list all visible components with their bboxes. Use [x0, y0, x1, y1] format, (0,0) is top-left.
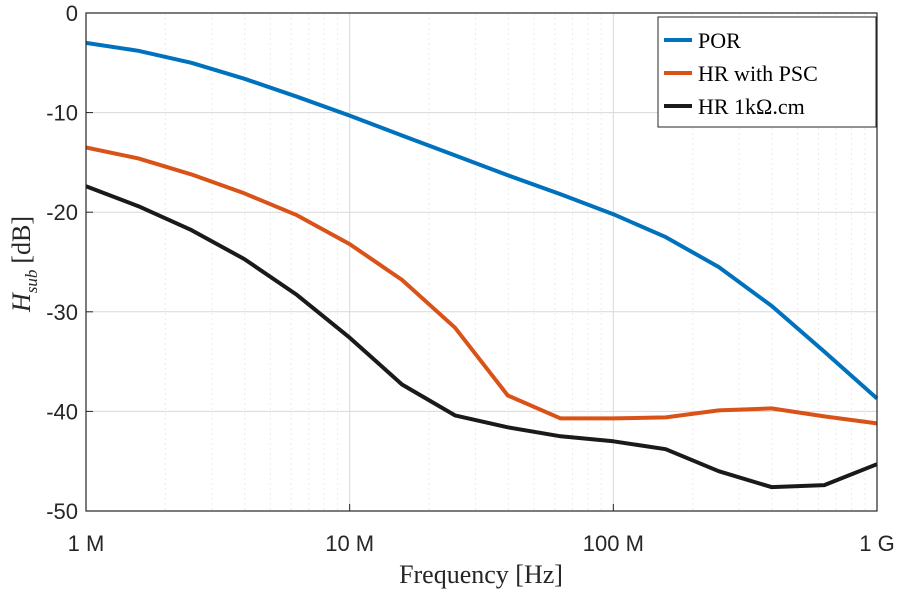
x-tick-label: 1 M — [68, 531, 105, 556]
x-tick-label: 100 M — [583, 531, 644, 556]
y-axis-label: Hsub [dB] — [7, 216, 41, 313]
y-tick-label: -30 — [46, 300, 78, 325]
y-tick-label: -10 — [46, 101, 78, 126]
x-tick-labels: 1 M 10 M 100 M 1 G — [68, 504, 895, 556]
y-tick-label: -40 — [46, 399, 78, 424]
y-axis-label-unit: [dB] — [7, 216, 36, 264]
major-grid — [86, 13, 877, 511]
legend-label-por: POR — [698, 28, 741, 53]
legend-label-hr-with-psc: HR with PSC — [698, 61, 818, 86]
x-tick-label: 1 G — [859, 531, 894, 556]
series-line-0 — [85, 40, 879, 400]
legend: POR HR with PSC HR 1kΩ.cm — [657, 16, 877, 128]
legend-box — [657, 16, 877, 128]
x-tick-label: 10 M — [325, 531, 374, 556]
minor-grid — [164, 13, 866, 511]
series-layer — [85, 40, 879, 490]
y-tick-label: 0 — [66, 1, 78, 26]
series-line-2 — [85, 184, 878, 490]
legend-label-hr-1kohm: HR 1kΩ.cm — [698, 94, 805, 119]
series-line-1 — [85, 145, 878, 426]
y-tick-label: -20 — [46, 200, 78, 225]
y-axis-label-sub: sub — [22, 270, 41, 294]
y-tick-labels: 0 -10 -20 -30 -40 -50 — [46, 1, 93, 524]
x-axis-label: Frequency [Hz] — [399, 560, 563, 589]
y-tick-label: -50 — [46, 499, 78, 524]
plot-frame — [85, 12, 878, 512]
y-axis-label-main: H — [7, 292, 36, 313]
